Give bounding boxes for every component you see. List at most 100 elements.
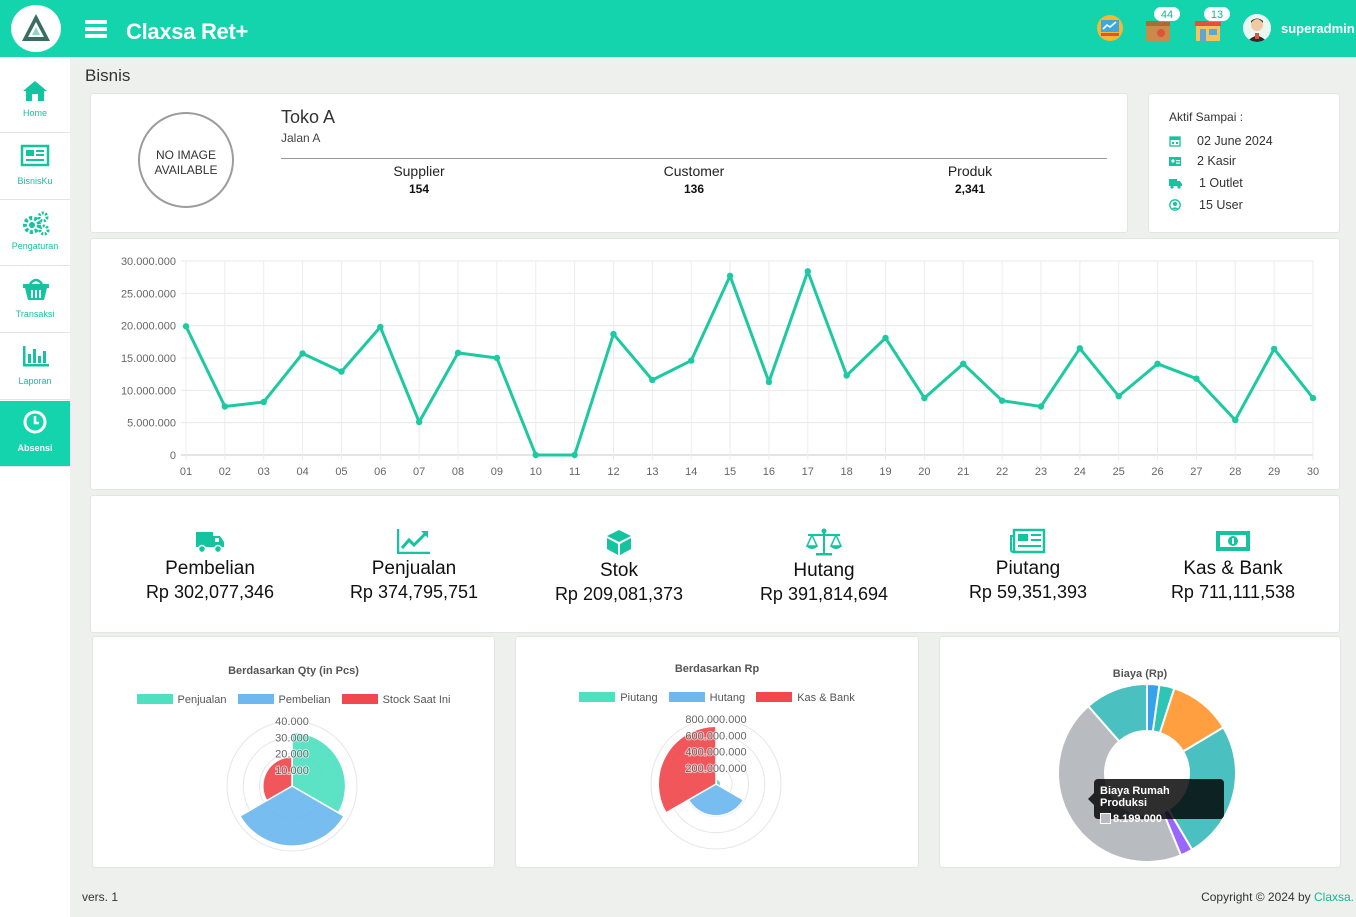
legend-item[interactable]: Penjualan [136,694,226,706]
summary-stok[interactable]: Stok Rp 209,081,373 [519,528,719,605]
summary-value: Rp 374,795,751 [349,582,479,602]
sidebar-item-pengaturan[interactable]: Pengaturan [0,200,70,266]
x-tick-label: 24 [1074,466,1086,478]
biaya-donut-chart[interactable] [940,637,1342,869]
summary-penjualan[interactable]: Penjualan Rp 374,795,751 [314,528,514,603]
user-name[interactable]: superadmin [1281,21,1355,36]
subscription-row-text: 15 User [1199,198,1243,212]
summary-kas-bank[interactable]: Kas & Bank Rp 711,111,538 [1133,528,1333,603]
app-version: vers. 1 [82,890,119,904]
summary-piutang[interactable]: Piutang Rp 59,351,393 [928,528,1128,603]
legend-item[interactable]: Kas & Bank [756,692,855,704]
app-logo[interactable] [11,5,61,52]
stat-supplier[interactable]: Supplier 154 [339,163,499,196]
y-tick-label: 0 [170,450,176,462]
sidebar-item-bisnisku[interactable]: BisnisKu [0,134,70,200]
y-tick-label: 15.000.000 [121,353,176,365]
rp-polar-chart[interactable]: 200.000.000 400.000.000 600.000.000 800.000… [516,637,920,869]
notification-badge: 13 [1203,6,1231,22]
stat-produk[interactable]: Produk 2,341 [890,163,1050,196]
legend-swatch [136,694,173,704]
y-tick-label: 30.000.000 [121,256,176,268]
legend-item[interactable]: Piutang [579,692,658,704]
data-point [960,360,967,368]
x-tick-label: 16 [763,466,775,478]
data-point [610,330,617,338]
legend-swatch [237,694,274,704]
sidebar-item-transaksi[interactable]: Transaksi [0,267,70,333]
sidebar-item-laporan[interactable]: Laporan [0,334,70,400]
polar-segment [262,755,293,802]
legend-swatch [668,692,705,702]
daily-sales-line-chart[interactable]: 0 5.000.000 10.000.000 15.000.000 20.000.000… [91,239,1341,491]
tooltip-value: 8.199.000 [1113,813,1162,825]
sidebar-item-absensi[interactable]: Absensi [0,401,70,467]
x-tick-label: 15 [724,466,736,478]
sidebar-item-label: Laporan [18,376,52,386]
data-point [921,394,928,402]
notification-store[interactable]: 13 [1193,6,1231,43]
x-tick-label: 25 [1113,466,1125,478]
sidebar-item-home[interactable]: Home [0,67,70,133]
notification-box[interactable]: 44 [1143,6,1181,43]
summary-label: Kas & Bank [1183,558,1283,579]
subscription-row-text: 1 Outlet [1199,176,1243,190]
box-icon [1146,21,1170,41]
summary-card: Pembelian Rp 302,077,346 Penjualan Rp 37… [90,495,1340,633]
summary-value: Rp 391,814,694 [759,584,889,604]
notification-sales[interactable] [1095,13,1125,43]
notification-badge: 44 [1153,6,1181,22]
subscription-row-text: 2 Kasir [1197,154,1236,168]
summary-hutang[interactable]: Hutang Rp 391,814,694 [724,528,924,605]
store-icon [1195,21,1221,41]
calendar-icon [1169,136,1181,147]
radial-tick-label: 10.000 [275,765,309,777]
summary-value: Rp 711,111,538 [1170,582,1296,602]
stat-customer[interactable]: Customer 136 [614,163,774,196]
subscription-card: Aktif Sampai : 02 June 2024 2 Kasir 1 Ou… [1148,93,1340,233]
id-card-icon [1169,157,1181,166]
polar-segment [238,785,346,847]
x-tick-label: 14 [685,466,697,478]
summary-pembelian[interactable]: Pembelian Rp 302,077,346 [110,528,310,603]
data-point [377,323,384,331]
tooltip-arrow [1088,793,1094,805]
subscription-row-text: 02 June 2024 [1197,134,1273,148]
x-tick-label: 01 [180,466,192,478]
legend-item[interactable]: Hutang [668,692,745,704]
copyright-brand-link[interactable]: Claxsa. [1313,890,1354,904]
legend-label: Kas & Bank [797,692,855,704]
data-point [1076,345,1084,352]
x-tick-label: 17 [802,466,814,478]
sidebar-item-label: Transaksi [15,309,55,319]
polar-segment [687,783,745,817]
subscription-title: Aktif Sampai : [1169,110,1244,124]
app-title: Claxsa Ret+ [126,19,249,44]
y-tick-label: 5.000.000 [127,418,176,430]
x-tick-label: 21 [957,466,969,478]
data-point [299,350,306,357]
x-tick-label: 05 [335,466,347,478]
summary-value: Rp 302,077,346 [145,582,275,602]
legend-label: Piutang [620,692,658,704]
data-point [454,349,462,357]
legend-item[interactable]: Pembelian [237,694,331,706]
x-tick-label: 07 [413,466,425,478]
x-tick-label: 29 [1268,466,1280,478]
user-avatar-icon [1243,14,1271,42]
data-point [260,398,267,406]
x-tick-label: 13 [646,466,658,478]
y-tick-label: 10.000.000 [121,385,176,397]
qty-polar-chart[interactable]: 10.000 20.000 30.000 40.000 [93,637,496,869]
x-tick-label: 02 [219,466,231,478]
bar-chart-icon [23,346,49,367]
legend-label: Stock Saat Ini [382,694,451,706]
avatar[interactable] [1243,14,1271,42]
legend-item[interactable]: Stock Saat Ini [341,694,451,706]
page-title: Bisnis [85,66,131,85]
menu-toggle-icon[interactable] [85,20,107,38]
x-tick-label: 30 [1307,466,1319,478]
stat-label: Supplier [393,163,445,179]
radial-tick-label: 800.000.000 [685,714,746,726]
x-tick-label: 06 [374,466,386,478]
